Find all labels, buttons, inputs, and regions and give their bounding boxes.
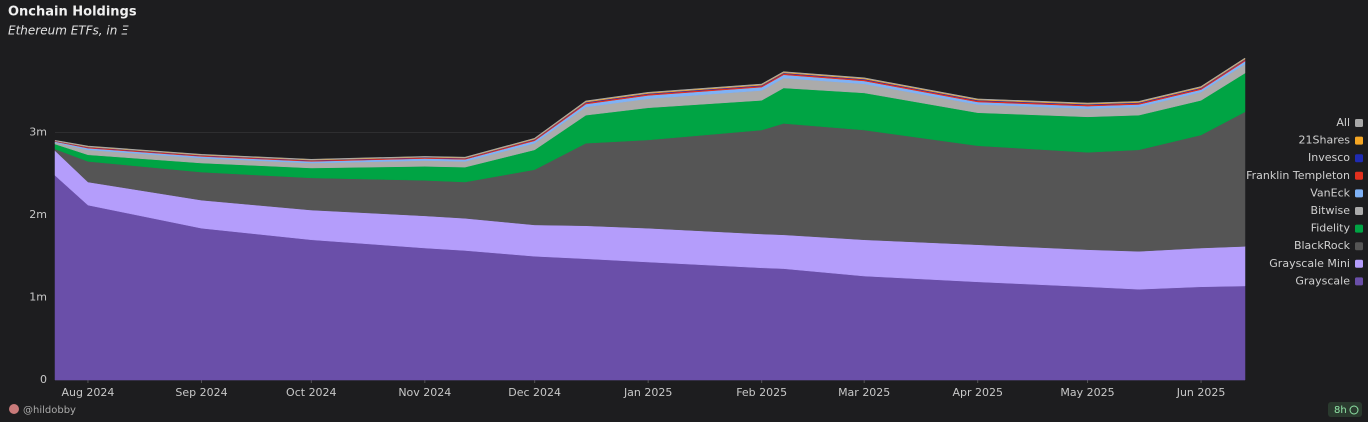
x-tick-label: May 2025: [1060, 386, 1114, 399]
x-tick-label: Nov 2024: [398, 386, 451, 399]
x-tick-label: Aug 2024: [61, 386, 114, 399]
legend-swatch: [1355, 207, 1363, 215]
legend-swatch: [1355, 119, 1363, 127]
chart-title: Onchain Holdings: [8, 5, 137, 20]
x-tick-label: Oct 2024: [286, 386, 337, 399]
refresh-label: 8h: [1334, 405, 1347, 416]
legend-swatch: [1355, 154, 1363, 163]
y-tick-label: 0: [40, 373, 47, 386]
legend-label[interactable]: Fidelity: [1311, 222, 1351, 235]
x-tick-label: Sep 2024: [175, 386, 227, 399]
legend-label[interactable]: Bitwise: [1311, 204, 1351, 217]
legend-label[interactable]: Invesco: [1308, 151, 1350, 164]
legend-label[interactable]: BlackRock: [1294, 239, 1351, 252]
legend-swatch: [1355, 224, 1363, 233]
legend-swatch: [1355, 136, 1363, 145]
x-tick-label: Apr 2025: [952, 386, 1003, 399]
x-tick-label: Jun 2025: [1176, 386, 1226, 399]
y-tick-label: 3m: [29, 126, 47, 139]
legend-label[interactable]: All: [1336, 116, 1350, 129]
refresh-icon: [1349, 405, 1359, 415]
footer: @hildobby 8h: [9, 402, 1362, 417]
legend-swatch: [1355, 259, 1363, 268]
legend-label[interactable]: Franklin Templeton: [1246, 169, 1350, 182]
y-tick-label: 2m: [29, 208, 47, 221]
legend-swatch: [1355, 171, 1363, 180]
legend-label[interactable]: Grayscale: [1295, 274, 1350, 287]
x-tick-label: Jan 2025: [623, 386, 672, 399]
x-tick-label: Mar 2025: [838, 386, 890, 399]
avatar: [9, 404, 19, 414]
legend-swatch: [1355, 189, 1363, 198]
y-tick-label: 1m: [29, 291, 47, 304]
author[interactable]: @hildobby: [23, 405, 76, 416]
x-tick-label: Feb 2025: [736, 386, 787, 399]
legend-label[interactable]: VanEck: [1310, 186, 1350, 199]
x-tick-label: Dec 2024: [508, 386, 561, 399]
legend-label[interactable]: Grayscale Mini: [1269, 257, 1350, 270]
legend-swatch: [1355, 242, 1363, 251]
legend-label[interactable]: 21Shares: [1299, 134, 1351, 147]
chart-subtitle: Ethereum ETFs, in Ξ: [8, 24, 129, 38]
legend-swatch: [1355, 277, 1363, 286]
line: [54, 57, 1246, 160]
